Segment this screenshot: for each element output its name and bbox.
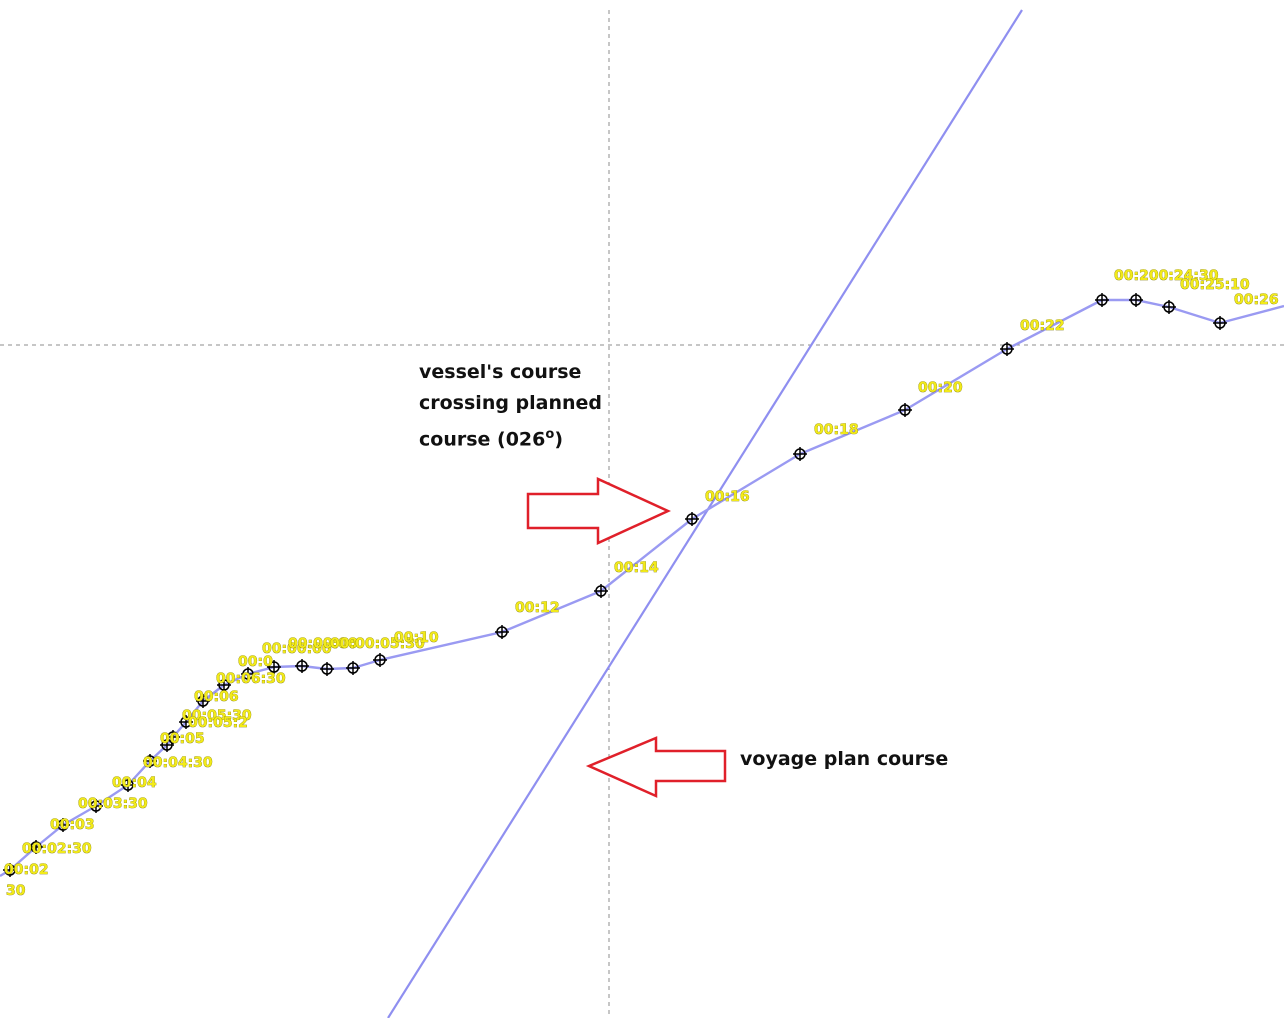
- fix-marker: [1000, 342, 1014, 356]
- degree-symbol: o: [545, 427, 555, 442]
- time-label: 00:25:10: [1180, 277, 1250, 293]
- fix-marker: [217, 678, 231, 692]
- time-label: 00:05:30: [182, 708, 252, 724]
- fix-marker: [373, 653, 387, 667]
- fix-marker: [594, 584, 608, 598]
- fix-marker: [179, 715, 193, 729]
- fix-marker: [3, 863, 17, 877]
- fix-marker: [495, 625, 509, 639]
- fix-marker: [320, 662, 334, 676]
- time-label: 00:05: [160, 731, 205, 747]
- crossing-annotation-line1: vessel's course: [419, 361, 582, 383]
- fix-marker: [898, 403, 912, 417]
- fix-marker: [56, 818, 70, 832]
- arrow-left-icon: [585, 736, 727, 798]
- fix-marker: [143, 754, 157, 768]
- time-label: 00:04:30: [143, 755, 213, 771]
- time-label: 00:200:24:30: [1114, 268, 1219, 284]
- time-labels: 30 00:02 00:02:30 00:03 00:03:30 00:04 0…: [4, 268, 1279, 900]
- fix-marker: [29, 840, 43, 854]
- time-label: 00:06: [194, 689, 239, 705]
- time-label: 00:12: [515, 600, 560, 616]
- fix-marker: [241, 667, 255, 681]
- time-label: 00:06:30: [216, 671, 286, 687]
- time-label: 30: [6, 883, 26, 899]
- fix-marker: [793, 447, 807, 461]
- fix-marker: [267, 660, 281, 674]
- fix-marker: [166, 730, 180, 744]
- time-label: 00:14: [614, 560, 659, 576]
- time-label: 00:10: [394, 630, 439, 646]
- time-label: 00:02: [4, 862, 49, 878]
- time-label: 00:18: [814, 422, 859, 438]
- crossing-annotation: vessel's course crossing planned course …: [419, 357, 619, 455]
- fix-marker: [346, 661, 360, 675]
- arrow-right-icon: [526, 477, 672, 545]
- fix-marker: [1213, 316, 1227, 330]
- time-label: 00:26: [1234, 292, 1279, 308]
- time-label: 00:00:00: [288, 636, 358, 652]
- voyage-plan-course-line: [387, 9, 1023, 1018]
- time-label: 00:20: [918, 380, 963, 396]
- fix-markers: [3, 293, 1227, 877]
- fix-marker: [160, 738, 174, 752]
- voyage-plan-annotation: voyage plan course: [740, 748, 949, 770]
- fix-marker: [196, 694, 210, 708]
- time-label: 00:03:30: [78, 796, 148, 812]
- fix-marker: [1129, 293, 1143, 307]
- time-label: 00:16: [705, 489, 750, 505]
- time-label: 00:03: [50, 817, 95, 833]
- fix-marker: [685, 512, 699, 526]
- crossing-annotation-line2: crossing planned: [419, 392, 603, 414]
- fix-marker: [295, 659, 309, 673]
- fix-marker: [121, 778, 135, 792]
- fix-marker: [89, 799, 103, 813]
- time-label: 00:02:30: [22, 841, 92, 857]
- fix-marker: [1162, 300, 1176, 314]
- time-label: 00:04: [112, 775, 157, 791]
- crossing-annotation-close: ): [554, 428, 563, 451]
- time-label: 00:22: [1020, 318, 1065, 334]
- crossing-annotation-line3: course (026: [419, 428, 546, 451]
- time-label: 00:0: [238, 654, 273, 670]
- time-label: 00:00:00: [262, 641, 332, 657]
- fix-marker: [1095, 293, 1109, 307]
- time-label: 00:00:05:30: [330, 636, 425, 652]
- time-label: 00:05:2: [188, 715, 248, 731]
